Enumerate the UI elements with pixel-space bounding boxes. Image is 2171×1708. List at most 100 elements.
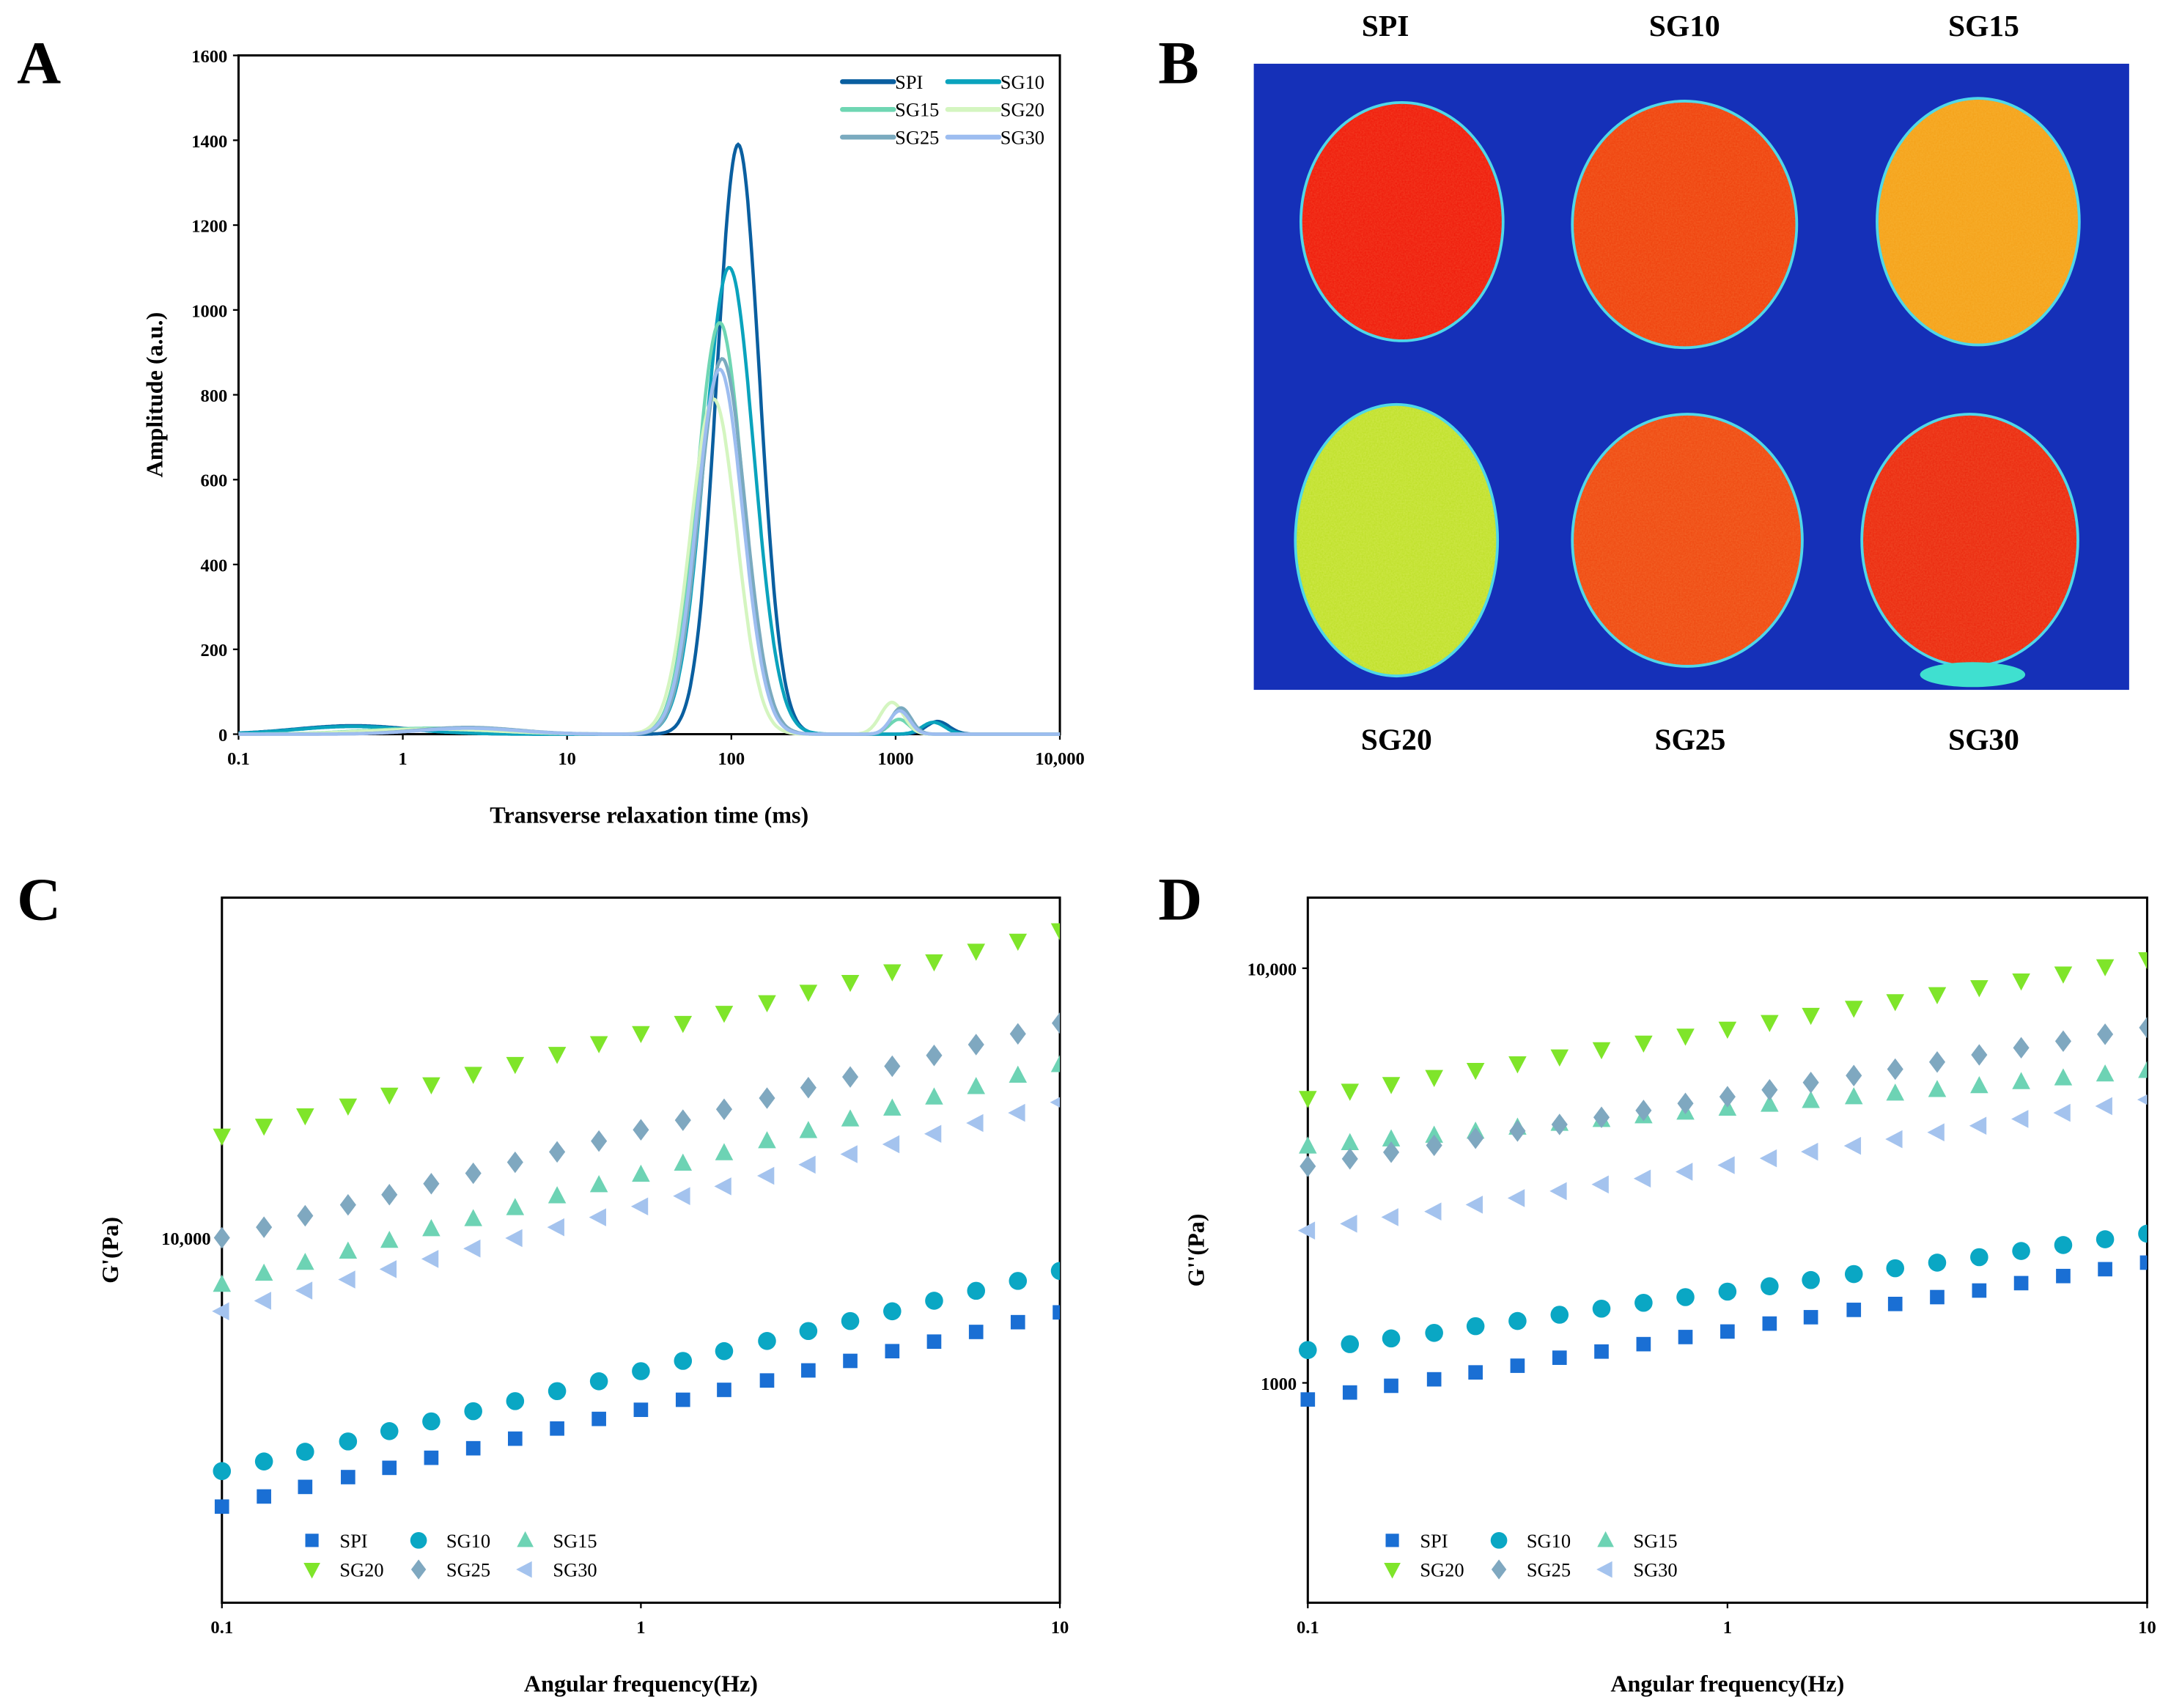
marker-triangle-left [254, 1292, 271, 1310]
marker-triangle-left [547, 1218, 564, 1237]
marker-square [465, 1440, 481, 1456]
sample-texture [1297, 405, 1497, 675]
marker-diamond [2139, 1017, 2148, 1039]
marker-diamond [800, 1076, 817, 1099]
marker-square [675, 1392, 690, 1407]
sample-label: SG10 [1649, 9, 1720, 43]
marker-diamond [1009, 1023, 1026, 1045]
marker-triangle-down [925, 954, 943, 972]
legend-label: SG30 [1000, 127, 1044, 149]
marker-circle [799, 1322, 818, 1341]
marker-circle [589, 1372, 608, 1391]
marker-circle [1550, 1306, 1569, 1324]
series-spi [1300, 1255, 2148, 1407]
marker-triangle-left [1050, 1097, 1061, 1108]
sample-texture [1302, 103, 1502, 339]
marker-triangle-down [1634, 1035, 1653, 1053]
marker-triangle-up [1886, 1083, 1905, 1101]
marker-circle [1592, 1299, 1611, 1318]
marker-square [2013, 1276, 2029, 1291]
x-axis-title: Angular frequency(Hz) [524, 1670, 758, 1696]
marker-circle [1299, 1341, 1317, 1359]
marker-diamond [465, 1162, 482, 1185]
panel-b-image: SPI SG10 SG15 SG20 SG25 SG30 [1253, 9, 2129, 756]
marker-diamond [759, 1087, 775, 1109]
marker-circle [632, 1362, 650, 1380]
series-line-sg10 [238, 265, 1061, 736]
legend-label: SG15 [1633, 1530, 1677, 1552]
marker-circle [1886, 1259, 1905, 1278]
marker-triangle-down [1802, 1007, 1820, 1026]
marker-triangle-left [2137, 1094, 2148, 1105]
marker-triangle-left [2011, 1110, 2029, 1128]
marker-square [885, 1344, 900, 1359]
marker-triangle-down [1676, 1028, 1695, 1046]
marker-diamond [423, 1172, 440, 1195]
marker-square [1972, 1283, 1987, 1298]
x-tick-label: 10 [558, 749, 576, 769]
marker-triangle-down [213, 1128, 232, 1146]
panel-label-b: B [1158, 29, 1198, 96]
x-tick-label: 0.1 [210, 1618, 233, 1638]
marker-square [1426, 1372, 1442, 1387]
legend-label: SG25 [895, 127, 939, 149]
marker-triangle-left [1801, 1142, 1818, 1161]
marker-diamond [410, 1559, 427, 1580]
marker-square [214, 1499, 229, 1514]
marker-square [1552, 1350, 1567, 1365]
marker-square [1053, 1305, 1061, 1320]
marker-triangle-left [1885, 1130, 1903, 1149]
y-tick-label: 1600 [191, 47, 227, 67]
marker-circle [254, 1452, 273, 1470]
marker-diamond [297, 1204, 314, 1227]
marker-triangle-down [303, 1562, 320, 1579]
marker-diamond [1491, 1559, 1507, 1580]
marker-square [1930, 1289, 1945, 1305]
marker-circle [1341, 1335, 1360, 1353]
marker-triangle-down [464, 1067, 482, 1084]
marker-triangle-up [589, 1175, 608, 1193]
marker-circle [380, 1422, 399, 1440]
x-tick-label: 1 [1723, 1618, 1732, 1638]
marker-triangle-left [673, 1187, 690, 1205]
marker-square [257, 1489, 271, 1504]
legend-label: SPI [1420, 1530, 1448, 1552]
marker-diamond [549, 1141, 566, 1163]
marker-diamond [1341, 1148, 1358, 1170]
marker-triangle-left [1297, 1221, 1316, 1240]
marker-diamond [1761, 1078, 1778, 1101]
marker-triangle-left [212, 1302, 229, 1321]
marker-triangle-up [841, 1109, 860, 1127]
x-tick-label: 0.1 [227, 749, 250, 769]
marker-triangle-down [506, 1056, 525, 1075]
marker-triangle-down [1009, 933, 1028, 951]
y-tick-label: 400 [201, 556, 228, 576]
sample-label: SG25 [1654, 722, 1725, 756]
marker-square [1300, 1392, 1316, 1407]
marker-triangle-up [464, 1209, 482, 1226]
marker-diamond [1382, 1141, 1400, 1163]
marker-circle [464, 1402, 482, 1421]
marker-square [382, 1460, 397, 1476]
marker-triangle-down [883, 964, 902, 982]
marker-diamond [2097, 1023, 2114, 1045]
marker-triangle-down [1970, 980, 1988, 998]
series-sg25 [1300, 1017, 2148, 1177]
marker-triangle-up [632, 1164, 650, 1182]
marker-diamond [1593, 1106, 1610, 1128]
marker-square [2098, 1262, 2112, 1277]
marker-triangle-left [1676, 1163, 1693, 1181]
marker-circle [1718, 1282, 1737, 1301]
marker-triangle-left [1759, 1149, 1777, 1168]
marker-diamond [633, 1119, 649, 1141]
marker-diamond [1509, 1120, 1526, 1142]
y-axis-title: G''(Pa) [1183, 1214, 1209, 1287]
marker-circle [1761, 1277, 1779, 1295]
marker-triangle-left [1549, 1182, 1567, 1201]
marker-triangle-up [213, 1274, 232, 1292]
marker-circle [1802, 1270, 1820, 1289]
marker-circle [339, 1432, 358, 1451]
marker-triangle-up [548, 1186, 567, 1204]
marker-triangle-down [339, 1098, 358, 1116]
marker-diamond [1971, 1044, 1988, 1066]
